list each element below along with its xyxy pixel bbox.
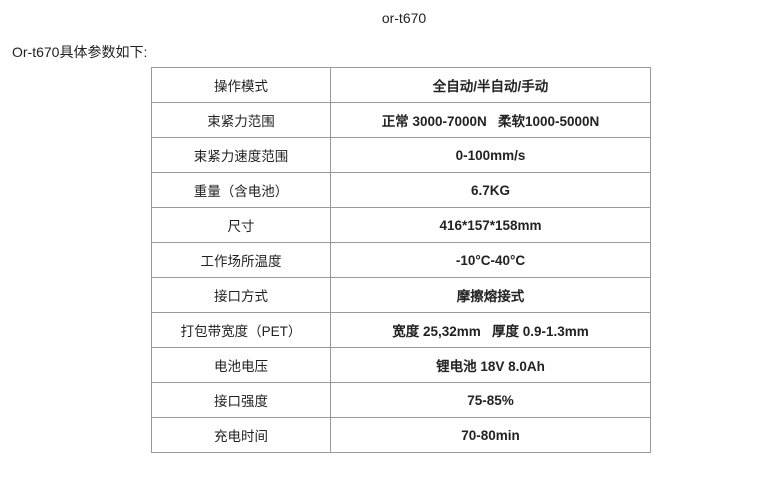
spec-value: 全自动/半自动/手动 (330, 67, 651, 103)
spec-label: 工作场所温度 (151, 242, 331, 278)
spec-value: 锂电池 18V 8.0Ah (330, 347, 651, 383)
spec-value: 摩擦熔接式 (330, 277, 651, 313)
spec-table: 操作模式 全自动/半自动/手动 束紧力范围 正常 3000-7000N 柔软1000-… (151, 67, 651, 453)
spec-value: 6.7KG (330, 172, 651, 208)
table-row: 束紧力范围 正常 3000-7000N 柔软1000-5000N (151, 102, 651, 138)
spec-value: 宽度 25,32mm 厚度 0.9-1.3mm (330, 312, 651, 348)
table-row: 操作模式 全自动/半自动/手动 (151, 67, 651, 103)
spec-label: 束紧力速度范围 (151, 137, 331, 173)
table-row: 重量（含电池） 6.7KG (151, 172, 651, 208)
spec-value: 70-80min (330, 417, 651, 453)
spec-value: 416*157*158mm (330, 207, 651, 243)
spec-value: 正常 3000-7000N 柔软1000-5000N (330, 102, 651, 138)
table-row: 尺寸 416*157*158mm (151, 207, 651, 243)
table-row: 接口强度 75-85% (151, 382, 651, 418)
spec-label: 打包带宽度（PET） (151, 312, 331, 348)
spec-label: 充电时间 (151, 417, 331, 453)
spec-label: 接口强度 (151, 382, 331, 418)
table-row: 打包带宽度（PET） 宽度 25,32mm 厚度 0.9-1.3mm (151, 312, 651, 348)
spec-value: -10°C-40°C (330, 242, 651, 278)
table-row: 电池电压 锂电池 18V 8.0Ah (151, 347, 651, 383)
spec-value: 0-100mm/s (330, 137, 651, 173)
spec-label: 电池电压 (151, 347, 331, 383)
spec-value: 75-85% (330, 382, 651, 418)
intro-text: Or-t670具体参数如下: (12, 44, 148, 60)
table-row: 充电时间 70-80min (151, 417, 651, 453)
spec-label: 束紧力范围 (151, 102, 331, 138)
page-title: or-t670 (381, 10, 427, 26)
table-row: 接口方式 摩擦熔接式 (151, 277, 651, 313)
spec-label: 重量（含电池） (151, 172, 331, 208)
table-row: 工作场所温度 -10°C-40°C (151, 242, 651, 278)
table-row: 束紧力速度范围 0-100mm/s (151, 137, 651, 173)
spec-label: 尺寸 (151, 207, 331, 243)
spec-label: 操作模式 (151, 67, 331, 103)
spec-label: 接口方式 (151, 277, 331, 313)
